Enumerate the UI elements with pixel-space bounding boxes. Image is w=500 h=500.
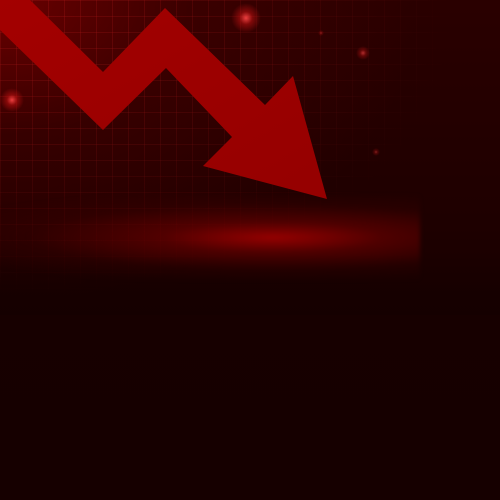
sparkle-light bbox=[372, 148, 380, 156]
sparkle-light bbox=[356, 46, 370, 60]
arrow-shape bbox=[0, 0, 327, 199]
floor-shadow bbox=[0, 255, 500, 315]
sparkle-light bbox=[318, 30, 324, 36]
sparkle-light bbox=[0, 88, 24, 112]
sparkle-light bbox=[231, 3, 261, 33]
